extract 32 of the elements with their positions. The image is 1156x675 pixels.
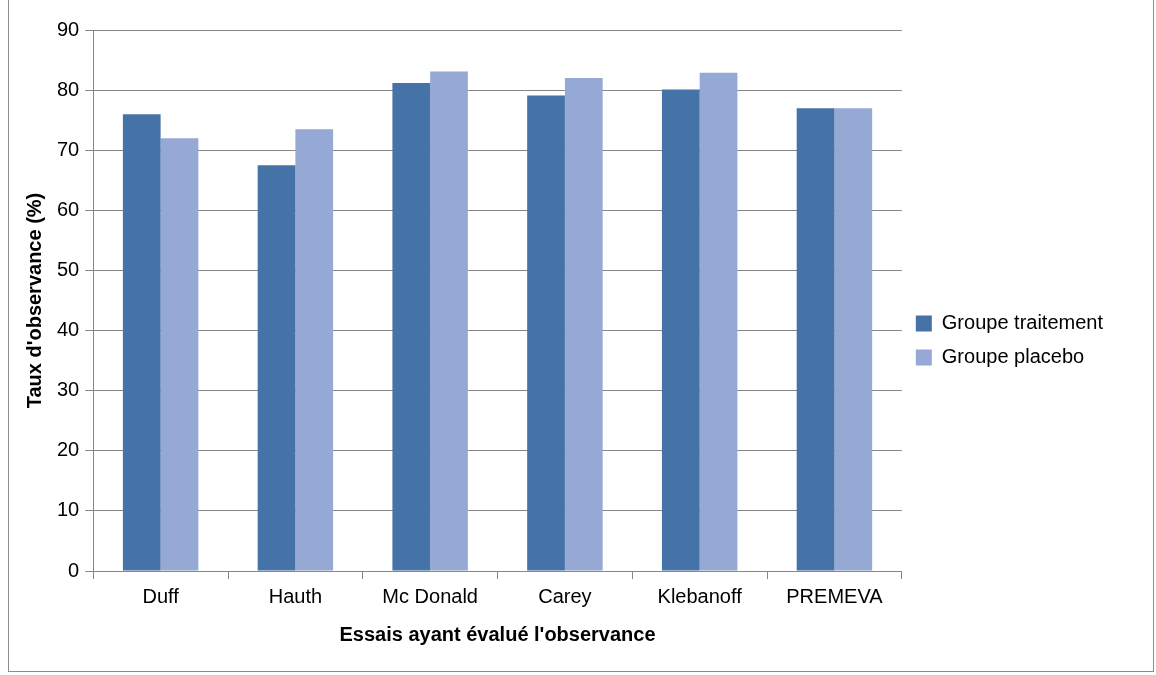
- bar: [257, 165, 296, 571]
- legend-label: Groupe placebo: [941, 345, 1085, 368]
- x-tick-label: PREMEVA: [786, 584, 884, 607]
- x-axis-title: Essais ayant évalué l'observance: [339, 622, 656, 645]
- y-tick-label: 50: [57, 257, 80, 280]
- x-tick-label: Klebanoff: [657, 584, 743, 607]
- y-tick-label: 30: [57, 378, 80, 401]
- bar: [122, 114, 161, 571]
- bar: [796, 108, 835, 571]
- x-tick-label: Hauth: [268, 584, 323, 607]
- bar: [564, 78, 603, 571]
- y-tick-label: 20: [57, 438, 80, 461]
- x-tick-label: Carey: [538, 584, 592, 607]
- x-tick-label: Duff: [142, 584, 180, 607]
- bar: [430, 71, 468, 571]
- bar: [661, 89, 700, 571]
- y-tick-label: 10: [57, 498, 80, 521]
- y-tick-label: 80: [57, 77, 80, 100]
- bar: [392, 82, 431, 571]
- bar: [295, 129, 334, 571]
- x-tick-label: Mc Donald: [382, 584, 478, 607]
- y-tick-label: 60: [57, 197, 80, 220]
- legend-label: Groupe traitement: [941, 311, 1104, 334]
- bar: [160, 138, 199, 571]
- bar: [834, 108, 873, 571]
- y-axis-title: Taux d'observance (%): [22, 192, 45, 409]
- bar: [699, 72, 738, 571]
- bar: [527, 95, 565, 571]
- y-tick-label: 70: [57, 137, 80, 160]
- y-tick-label: 0: [68, 558, 80, 581]
- y-tick-label: 90: [57, 17, 80, 40]
- y-tick-label: 40: [57, 318, 80, 341]
